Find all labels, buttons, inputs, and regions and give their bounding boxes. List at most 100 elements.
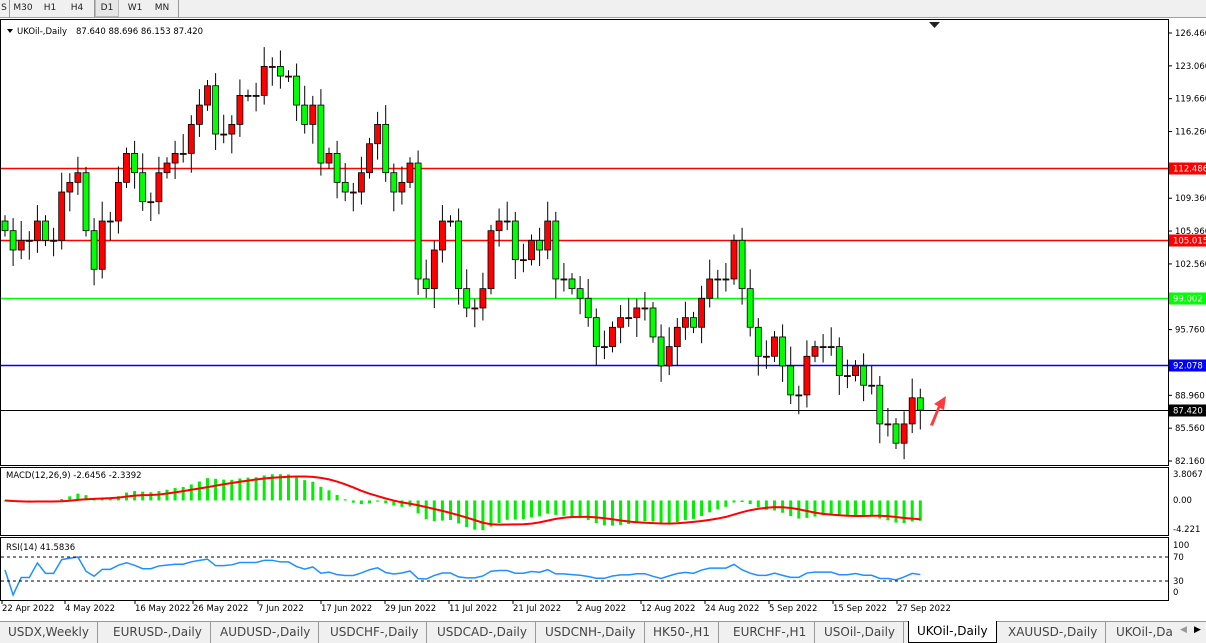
tab-usdcnh-daily[interactable]: USDCNH-,Daily: [537, 622, 645, 643]
timeframe-h1[interactable]: H1: [43, 3, 57, 13]
candle-body: [25, 239, 33, 242]
macd-histogram-bar: [570, 500, 574, 517]
candle-body: [844, 375, 851, 377]
macd-histogram-bar: [189, 484, 193, 501]
macd-histogram-bar: [886, 500, 890, 521]
candle-body: [341, 181, 349, 193]
candle-body: [609, 326, 616, 348]
candle-body: [455, 220, 463, 290]
candle-body: [544, 220, 552, 251]
timeframe-d1[interactable]: D1: [95, 0, 119, 17]
candle-body: [746, 288, 754, 328]
price-chart[interactable]: 112.486 105.015 99.002 92.078 87.420 126.460…: [0, 0, 1206, 621]
candle-body: [17, 239, 25, 251]
level-price-badge: [1169, 292, 1206, 305]
macd-histogram-bar: [76, 493, 80, 501]
macd-histogram-bar: [773, 500, 776, 511]
price-tick-label: 85.560: [1175, 424, 1205, 434]
macd-histogram-bar: [181, 486, 185, 501]
candle-body: [657, 336, 665, 367]
macd-histogram-bar: [910, 500, 914, 522]
tab-eurchf-h1[interactable]: EURCHF-,H1: [725, 622, 816, 643]
candle-body: [422, 278, 430, 290]
candle-body: [179, 152, 187, 155]
macd-histogram-bar: [165, 489, 169, 501]
price-tick-label: 88.960: [1175, 391, 1205, 401]
tab-audusd-daily[interactable]: AUDUSD-,Daily: [212, 622, 320, 643]
candle-body: [584, 297, 592, 319]
macd-histogram-bar: [311, 481, 315, 501]
scroll-left-icon[interactable]: ◀: [1180, 625, 1187, 635]
timeframe-m15[interactable]: S: [1, 3, 7, 13]
symbol-label: UKOil-,Daily: [17, 27, 67, 37]
macd-histogram-bar: [335, 494, 339, 501]
candle-body: [390, 172, 398, 193]
macd-histogram-bar: [530, 500, 533, 518]
candle-body: [698, 297, 705, 328]
macd-histogram-bar: [351, 500, 355, 503]
macd-histogram-bar: [829, 500, 833, 515]
macd-histogram-bar: [505, 500, 509, 520]
macd-histogram-bar: [376, 500, 380, 502]
date-tick-label: 2 Aug 2022: [577, 604, 626, 614]
price-tick-label: 82.160: [1175, 457, 1205, 467]
candle-body: [374, 123, 382, 145]
chart-shift-marker-icon[interactable]: [929, 22, 940, 28]
macd-histogram-bar: [319, 486, 323, 501]
candle-body: [34, 220, 41, 241]
macd-histogram-bar: [619, 500, 623, 525]
candle-body: [204, 85, 211, 106]
candle-body: [195, 104, 203, 125]
date-tick-label: 21 Jul 2022: [513, 604, 561, 614]
level-price-badge: [1169, 234, 1206, 247]
macd-histogram-bar: [627, 500, 631, 525]
scroll-right-icon[interactable]: ▶: [1194, 625, 1201, 635]
tab-ukoil-daily-2[interactable]: UKOil-,Da: [1116, 625, 1173, 639]
macd-histogram-bar: [432, 500, 436, 522]
tab-usoil-daily[interactable]: USOil-,Daily: [816, 622, 905, 643]
tab-xauusd-daily[interactable]: XAUUSD-,Daily: [1000, 622, 1107, 643]
candle-body: [665, 346, 673, 367]
candle-body: [730, 239, 738, 280]
macd-histogram-bar: [902, 500, 906, 524]
rsi-tick: 100: [1173, 541, 1189, 551]
level-price-label: 92.078: [1173, 362, 1203, 372]
candle-body: [187, 123, 195, 154]
macd-tick: 0.00: [1173, 496, 1192, 506]
candle-body: [892, 423, 900, 444]
candle-body: [779, 336, 786, 367]
candle-body: [714, 278, 722, 281]
candle-body: [293, 75, 301, 106]
macd-histogram-bar: [870, 500, 874, 517]
macd-pane: [0, 467, 1169, 536]
candle-body: [106, 220, 114, 223]
macd-histogram-bar: [675, 500, 679, 523]
price-tick-label: 123.060: [1175, 62, 1206, 72]
timeframe-h4[interactable]: H4: [70, 3, 84, 13]
macd-histogram-bar: [667, 500, 671, 524]
candle-body: [819, 346, 827, 349]
candle-body: [706, 278, 714, 299]
macd-histogram-bar: [473, 500, 477, 530]
tab-usdchf-daily[interactable]: USDCHF-,Daily: [322, 622, 428, 643]
macd-histogram-bar: [108, 498, 112, 501]
macd-histogram-bar: [206, 478, 209, 501]
rsi-tick: 0: [1173, 588, 1178, 598]
candle-body: [244, 95, 252, 97]
tab-usdcad-daily[interactable]: USDCAD-,Daily: [429, 622, 536, 643]
macd-histogram-bar: [635, 500, 639, 523]
timeframe-w1[interactable]: W1: [127, 3, 143, 13]
date-tick-label: 26 May 2022: [193, 604, 248, 614]
macd-histogram-bar: [489, 500, 493, 527]
macd-signal-line: [4, 475, 921, 526]
timeframe-m30[interactable]: M30: [13, 3, 33, 13]
tab-ukoil-daily[interactable]: UKOil-,Daily: [908, 621, 997, 643]
tab-eurusd-daily[interactable]: EURUSD-,Daily: [105, 622, 211, 643]
date-tick-label: 15 Sep 2022: [833, 604, 887, 614]
tab-usdx-weekly[interactable]: USDX,Weekly: [0, 622, 98, 643]
candle-body: [511, 220, 519, 261]
timeframe-mn[interactable]: MN: [154, 3, 170, 13]
collapse-triangle-icon[interactable]: [7, 29, 13, 33]
tab-hk50-h1[interactable]: HK50-,H1: [645, 622, 719, 643]
candle-body: [690, 317, 697, 328]
